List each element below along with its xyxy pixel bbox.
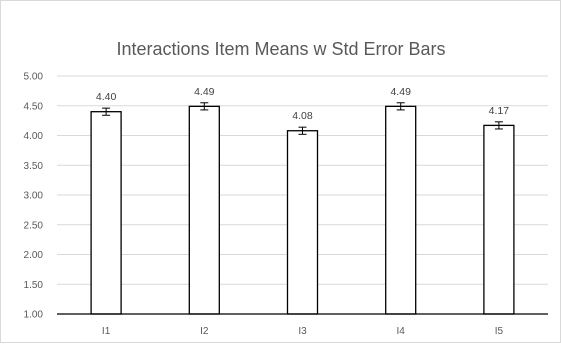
error-bar-i5 [494, 121, 503, 130]
data-label-i2: 4.49 [194, 86, 215, 98]
x-axis-tick-labels: I1 I2 I3 I4 I5 [102, 326, 504, 337]
y-tick-label: 1.50 [24, 280, 44, 291]
bar-i3 [286, 130, 319, 315]
x-tick-label-i3: I3 [298, 326, 307, 337]
y-tick-label: 2.50 [24, 220, 44, 231]
error-bar-i3 [298, 126, 307, 135]
bars [90, 105, 515, 315]
y-tick-label: 2.00 [24, 250, 44, 261]
bar-i4 [385, 105, 417, 315]
y-tick-label: 4.00 [24, 131, 44, 142]
error-bar-i4 [396, 102, 405, 111]
x-tick-label-i2: I2 [200, 326, 209, 337]
y-tick-label: 4.50 [24, 101, 44, 112]
y-axis-tick-labels: 1.00 1.50 2.00 2.50 3.00 3.50 4.00 4.50 5.00 [24, 72, 44, 321]
x-tick-label-i5: I5 [495, 326, 504, 337]
y-tick-label: 3.00 [24, 191, 44, 202]
x-tick-label-i1: I1 [102, 326, 111, 337]
data-labels: 4.40 4.49 4.08 4.49 4.17 [96, 86, 509, 122]
data-label-i1: 4.40 [96, 91, 117, 103]
error-bar-i1 [102, 107, 111, 116]
bar-i5 [483, 124, 515, 315]
error-bars [102, 102, 503, 135]
data-label-i4: 4.49 [390, 86, 411, 98]
error-bar-i2 [200, 102, 209, 111]
bar-i2 [188, 105, 220, 315]
data-label-i5: 4.17 [489, 105, 510, 117]
y-tick-label: 1.00 [24, 310, 44, 321]
y-tick-label: 3.50 [24, 161, 44, 172]
chart-title: Interactions Item Means w Std Error Bars [116, 39, 445, 59]
bar-i1 [90, 111, 122, 315]
x-tick-label-i4: I4 [397, 326, 406, 337]
data-label-i3: 4.08 [292, 110, 313, 122]
y-tick-label: 5.00 [24, 72, 44, 83]
